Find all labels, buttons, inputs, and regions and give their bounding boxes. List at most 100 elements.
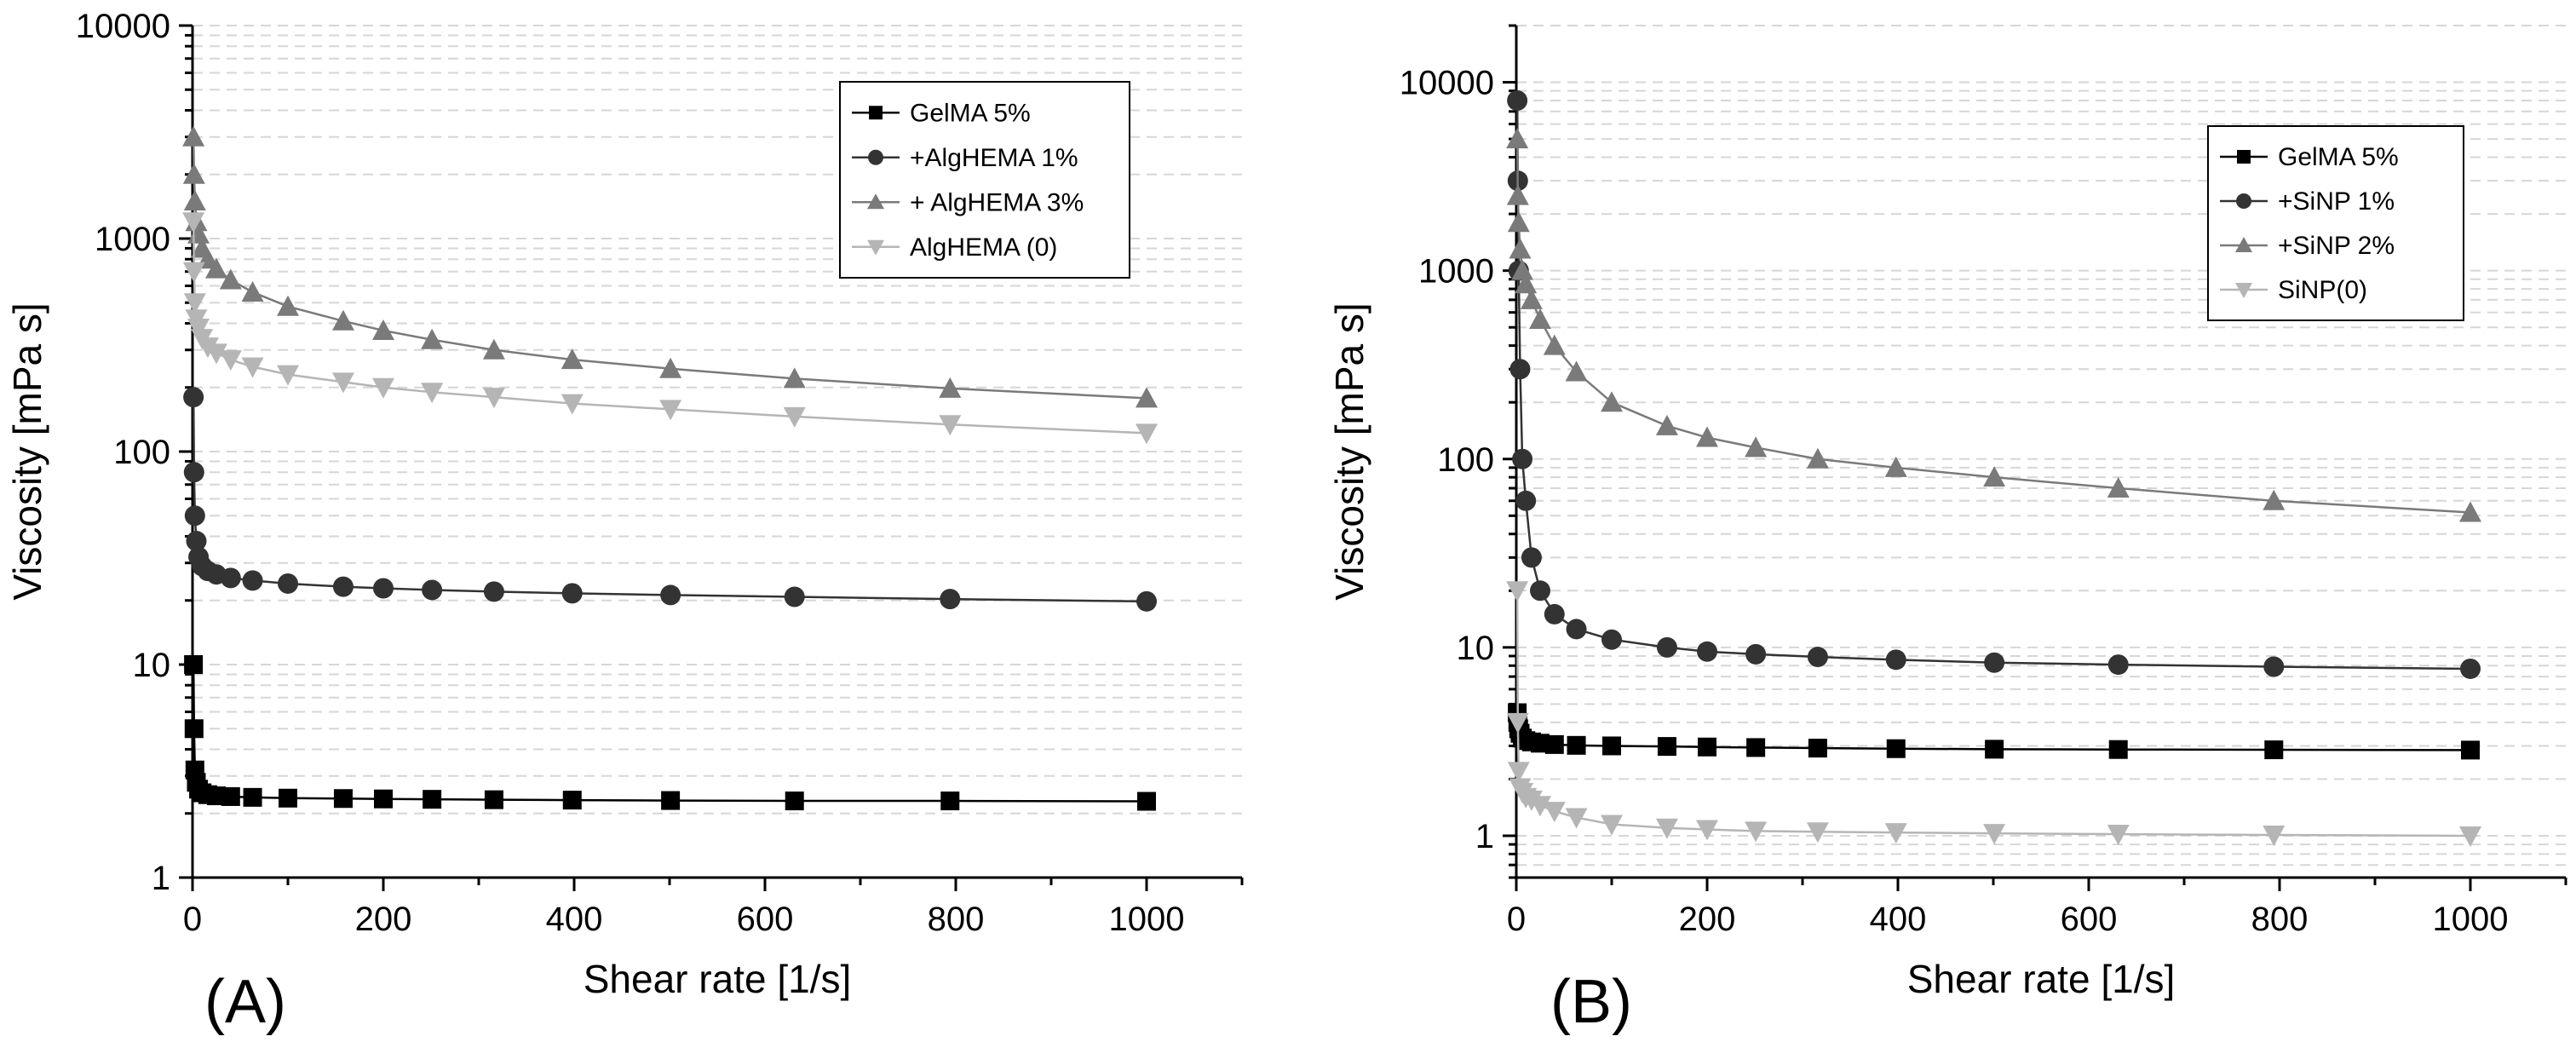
legend: GelMA 5% +AlgHEMA 1% + AlgHEMA 3% AlgHEMA (…	[839, 81, 1130, 279]
data-point	[221, 786, 240, 806]
data-point	[1885, 649, 1906, 671]
data-point	[186, 531, 207, 552]
data-point	[1806, 447, 1829, 469]
gridlines	[193, 25, 1242, 878]
x-axis-title: Shear rate [1/s]	[584, 957, 852, 1001]
data-point	[1808, 739, 1827, 758]
data-point	[2108, 740, 2128, 759]
data-point	[2107, 825, 2130, 846]
data-point	[1544, 603, 1565, 625]
legend-marker	[867, 239, 884, 256]
data-point	[1655, 818, 1678, 839]
x-tick-label: 1000	[2433, 901, 2509, 938]
data-point	[1985, 740, 2004, 759]
data-point	[561, 394, 584, 415]
y-tick-label: 100	[1437, 441, 1494, 479]
legend-frame	[839, 81, 1130, 279]
data-point	[1656, 636, 1677, 658]
data-point	[1696, 820, 1718, 841]
y-tick-label: 10	[1457, 630, 1495, 667]
y-axis-title: Viscosity [mPa s]	[1327, 302, 1371, 600]
data-point	[220, 567, 241, 589]
legend-label: + AlgHEMA 3%	[910, 188, 1084, 216]
data-point	[1601, 629, 1622, 650]
y-tick-label: 1000	[1418, 253, 1494, 291]
chart-panel-b: 0 200 400 600 800 1000 1 10 100 1000 10000 Shear ra…	[1327, 24, 2567, 1036]
data-point	[278, 573, 298, 594]
data-point	[1807, 647, 1828, 668]
data-point	[659, 400, 682, 421]
data-point	[423, 790, 442, 809]
data-point	[241, 357, 264, 378]
data-point	[422, 579, 443, 601]
data-point	[372, 377, 394, 399]
data-point	[1697, 641, 1717, 662]
data-point	[1657, 737, 1676, 757]
data-point	[1806, 822, 1829, 843]
series--sinp-2-	[1506, 128, 2481, 522]
data-point	[1566, 619, 1587, 640]
data-point	[659, 357, 682, 378]
data-point	[483, 581, 504, 602]
data-point	[1506, 581, 1529, 602]
data-point	[1745, 643, 1767, 665]
legend-label: AlgHEMA (0)	[910, 233, 1057, 262]
legend-marker	[869, 106, 883, 120]
data-point	[940, 589, 961, 610]
data-point	[1655, 414, 1678, 435]
series--alghema-1-	[183, 387, 1157, 612]
y-tick-label: 10	[133, 647, 171, 684]
series-sinp-0-	[1506, 581, 2481, 847]
series-line	[1515, 100, 2471, 671]
data-point	[1543, 802, 1566, 823]
data-point	[1507, 89, 1528, 111]
data-point	[2264, 740, 2284, 760]
data-point	[1507, 211, 1530, 233]
x-tick-label: 400	[1870, 901, 1927, 938]
data-point	[562, 791, 582, 810]
legend-label: +SiNP 2%	[2278, 232, 2395, 260]
x-tick-label: 200	[355, 901, 412, 938]
data-point	[939, 415, 962, 436]
y-tick-label: 1	[152, 860, 170, 897]
data-point	[1884, 823, 1907, 844]
y-axis-title: Viscosity [mPa s]	[5, 302, 49, 600]
data-point	[1565, 808, 1588, 829]
data-point	[1529, 796, 1551, 817]
legend-marker	[868, 149, 883, 165]
data-point	[784, 586, 805, 607]
x-tick-label: 800	[2251, 901, 2309, 938]
x-tick-label: 400	[546, 901, 603, 938]
data-point	[277, 295, 299, 316]
data-point	[184, 505, 205, 527]
data-point	[2107, 654, 2129, 676]
data-point	[783, 406, 806, 428]
data-point	[372, 319, 394, 340]
data-point	[1530, 580, 1550, 602]
x-tick-label: 600	[737, 901, 794, 938]
data-point	[1136, 423, 1158, 445]
data-point	[2263, 656, 2285, 677]
series-gelma-5-	[1508, 703, 2480, 760]
data-point	[1512, 448, 1533, 469]
data-point	[1137, 792, 1156, 811]
data-point	[207, 786, 226, 806]
series-gelma-5-	[184, 655, 1156, 811]
data-point	[373, 578, 394, 599]
data-point	[1602, 736, 1621, 756]
legend-marker	[2235, 237, 2252, 252]
data-point	[1745, 821, 1768, 843]
data-point	[1507, 762, 1530, 783]
legend-marker	[2235, 283, 2252, 298]
data-point	[661, 791, 681, 810]
data-point	[187, 319, 210, 340]
data-point	[333, 789, 353, 809]
y-tick-label: 10000	[76, 8, 170, 45]
data-point	[660, 584, 681, 606]
data-point	[205, 257, 227, 279]
data-point	[1520, 288, 1543, 309]
data-point	[184, 655, 204, 674]
data-point	[785, 792, 804, 811]
data-point	[2459, 501, 2481, 522]
